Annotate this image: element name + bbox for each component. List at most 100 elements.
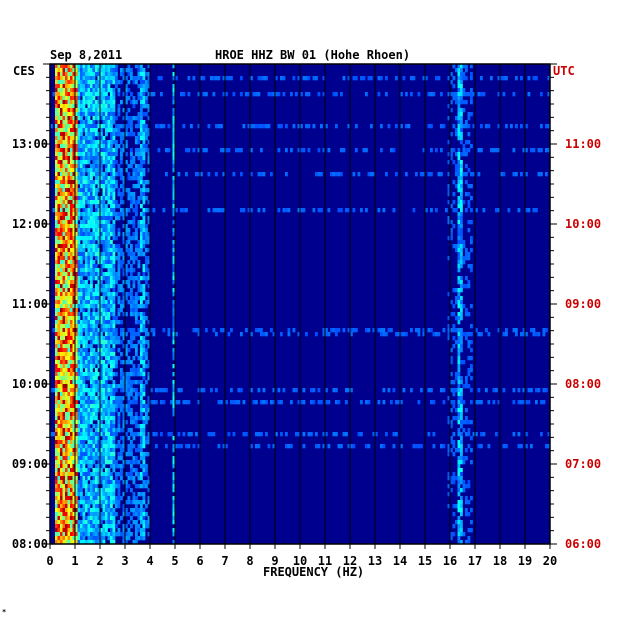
heatmap-cell	[172, 276, 176, 281]
heatmap-cell	[545, 328, 548, 333]
heatmap-cell	[417, 332, 421, 337]
heatmap-cell	[135, 172, 138, 177]
heatmap-cell	[222, 328, 226, 333]
heatmap-cell	[122, 512, 126, 517]
heatmap-cell	[115, 72, 118, 77]
heatmap-cell	[147, 320, 151, 325]
heatmap-cell	[90, 196, 93, 201]
heatmap-cell	[335, 388, 338, 393]
heatmap-cell	[120, 132, 123, 137]
heatmap-cell	[132, 232, 136, 237]
heatmap-cell	[145, 356, 148, 361]
heatmap-cell	[127, 248, 131, 253]
heatmap-cell	[147, 480, 151, 485]
heatmap-cell	[110, 488, 113, 493]
heatmap-cell	[110, 436, 113, 441]
heatmap-cell	[60, 372, 63, 377]
heatmap-cell	[207, 432, 211, 437]
heatmap-cell	[127, 164, 131, 169]
heatmap-cell	[60, 256, 63, 261]
heatmap-cell	[67, 332, 71, 337]
heatmap-cell	[72, 376, 76, 381]
heatmap-cell	[60, 176, 63, 181]
heatmap-cell	[60, 340, 63, 345]
heatmap-cell	[60, 88, 63, 93]
heatmap-cell	[97, 124, 101, 129]
heatmap-cell	[77, 360, 81, 365]
heatmap-cell	[75, 172, 78, 177]
heatmap-cell	[102, 112, 106, 117]
heatmap-cell	[100, 324, 103, 329]
heatmap-cell	[65, 492, 68, 497]
heatmap-cell	[107, 360, 111, 365]
heatmap-cell	[120, 80, 123, 85]
heatmap-cell	[82, 464, 86, 469]
heatmap-cell	[92, 192, 96, 197]
heatmap-cell	[457, 168, 461, 173]
heatmap-cell	[512, 388, 516, 393]
heatmap-cell	[87, 216, 91, 221]
heatmap-cell	[72, 216, 76, 221]
heatmap-cell	[77, 480, 81, 485]
heatmap-cell	[87, 376, 91, 381]
heatmap-cell	[75, 276, 78, 281]
heatmap-cell	[77, 224, 81, 229]
heatmap-cell	[450, 132, 453, 137]
heatmap-cell	[125, 360, 128, 365]
heatmap-cell	[152, 400, 156, 405]
heatmap-cell	[260, 124, 263, 129]
heatmap-cell	[140, 212, 143, 217]
heatmap-cell	[107, 384, 111, 389]
heatmap-cell	[107, 68, 111, 73]
heatmap-cell	[55, 516, 58, 521]
heatmap-cell	[142, 172, 146, 177]
heatmap-cell	[457, 152, 461, 157]
heatmap-cell	[57, 380, 61, 385]
heatmap-cell	[107, 388, 111, 393]
heatmap-cell	[55, 312, 58, 317]
heatmap-cell	[97, 400, 101, 405]
heatmap-cell	[270, 172, 273, 177]
heatmap-cell	[172, 504, 176, 509]
heatmap-cell	[440, 388, 443, 393]
heatmap-cell	[137, 320, 141, 325]
heatmap-cell	[120, 532, 123, 537]
heatmap-cell	[102, 192, 106, 197]
heatmap-cell	[462, 284, 466, 289]
heatmap-cell	[457, 340, 461, 345]
heatmap-cell	[80, 436, 83, 441]
heatmap-cell	[112, 280, 116, 285]
heatmap-cell	[85, 232, 88, 237]
heatmap-cell	[380, 76, 383, 81]
heatmap-cell	[137, 372, 141, 377]
heatmap-cell	[395, 432, 398, 437]
heatmap-cell	[392, 148, 396, 153]
heatmap-cell	[70, 220, 73, 225]
heatmap-cell	[107, 184, 111, 189]
heatmap-cell	[67, 92, 71, 97]
heatmap-cell	[165, 172, 168, 177]
heatmap-cell	[222, 148, 226, 153]
heatmap-cell	[130, 164, 133, 169]
heatmap-cell	[135, 244, 138, 249]
heatmap-cell	[62, 272, 66, 277]
heatmap-cell	[147, 104, 151, 109]
heatmap-cell	[85, 208, 88, 213]
heatmap-cell	[460, 204, 463, 209]
heatmap-cell	[67, 388, 71, 393]
heatmap-cell	[65, 264, 68, 269]
heatmap-cell	[112, 156, 116, 161]
heatmap-cell	[90, 524, 93, 529]
heatmap-cell	[67, 220, 71, 225]
heatmap-cell	[65, 272, 68, 277]
heatmap-cell	[92, 500, 96, 505]
heatmap-cell	[105, 380, 108, 385]
heatmap-cell	[117, 232, 121, 237]
heatmap-cell	[460, 432, 463, 437]
heatmap-cell	[57, 452, 61, 457]
heatmap-cell	[455, 116, 458, 121]
heatmap-cell	[465, 384, 468, 389]
heatmap-cell	[200, 172, 203, 177]
heatmap-cell	[62, 128, 66, 133]
heatmap-cell	[57, 108, 61, 113]
